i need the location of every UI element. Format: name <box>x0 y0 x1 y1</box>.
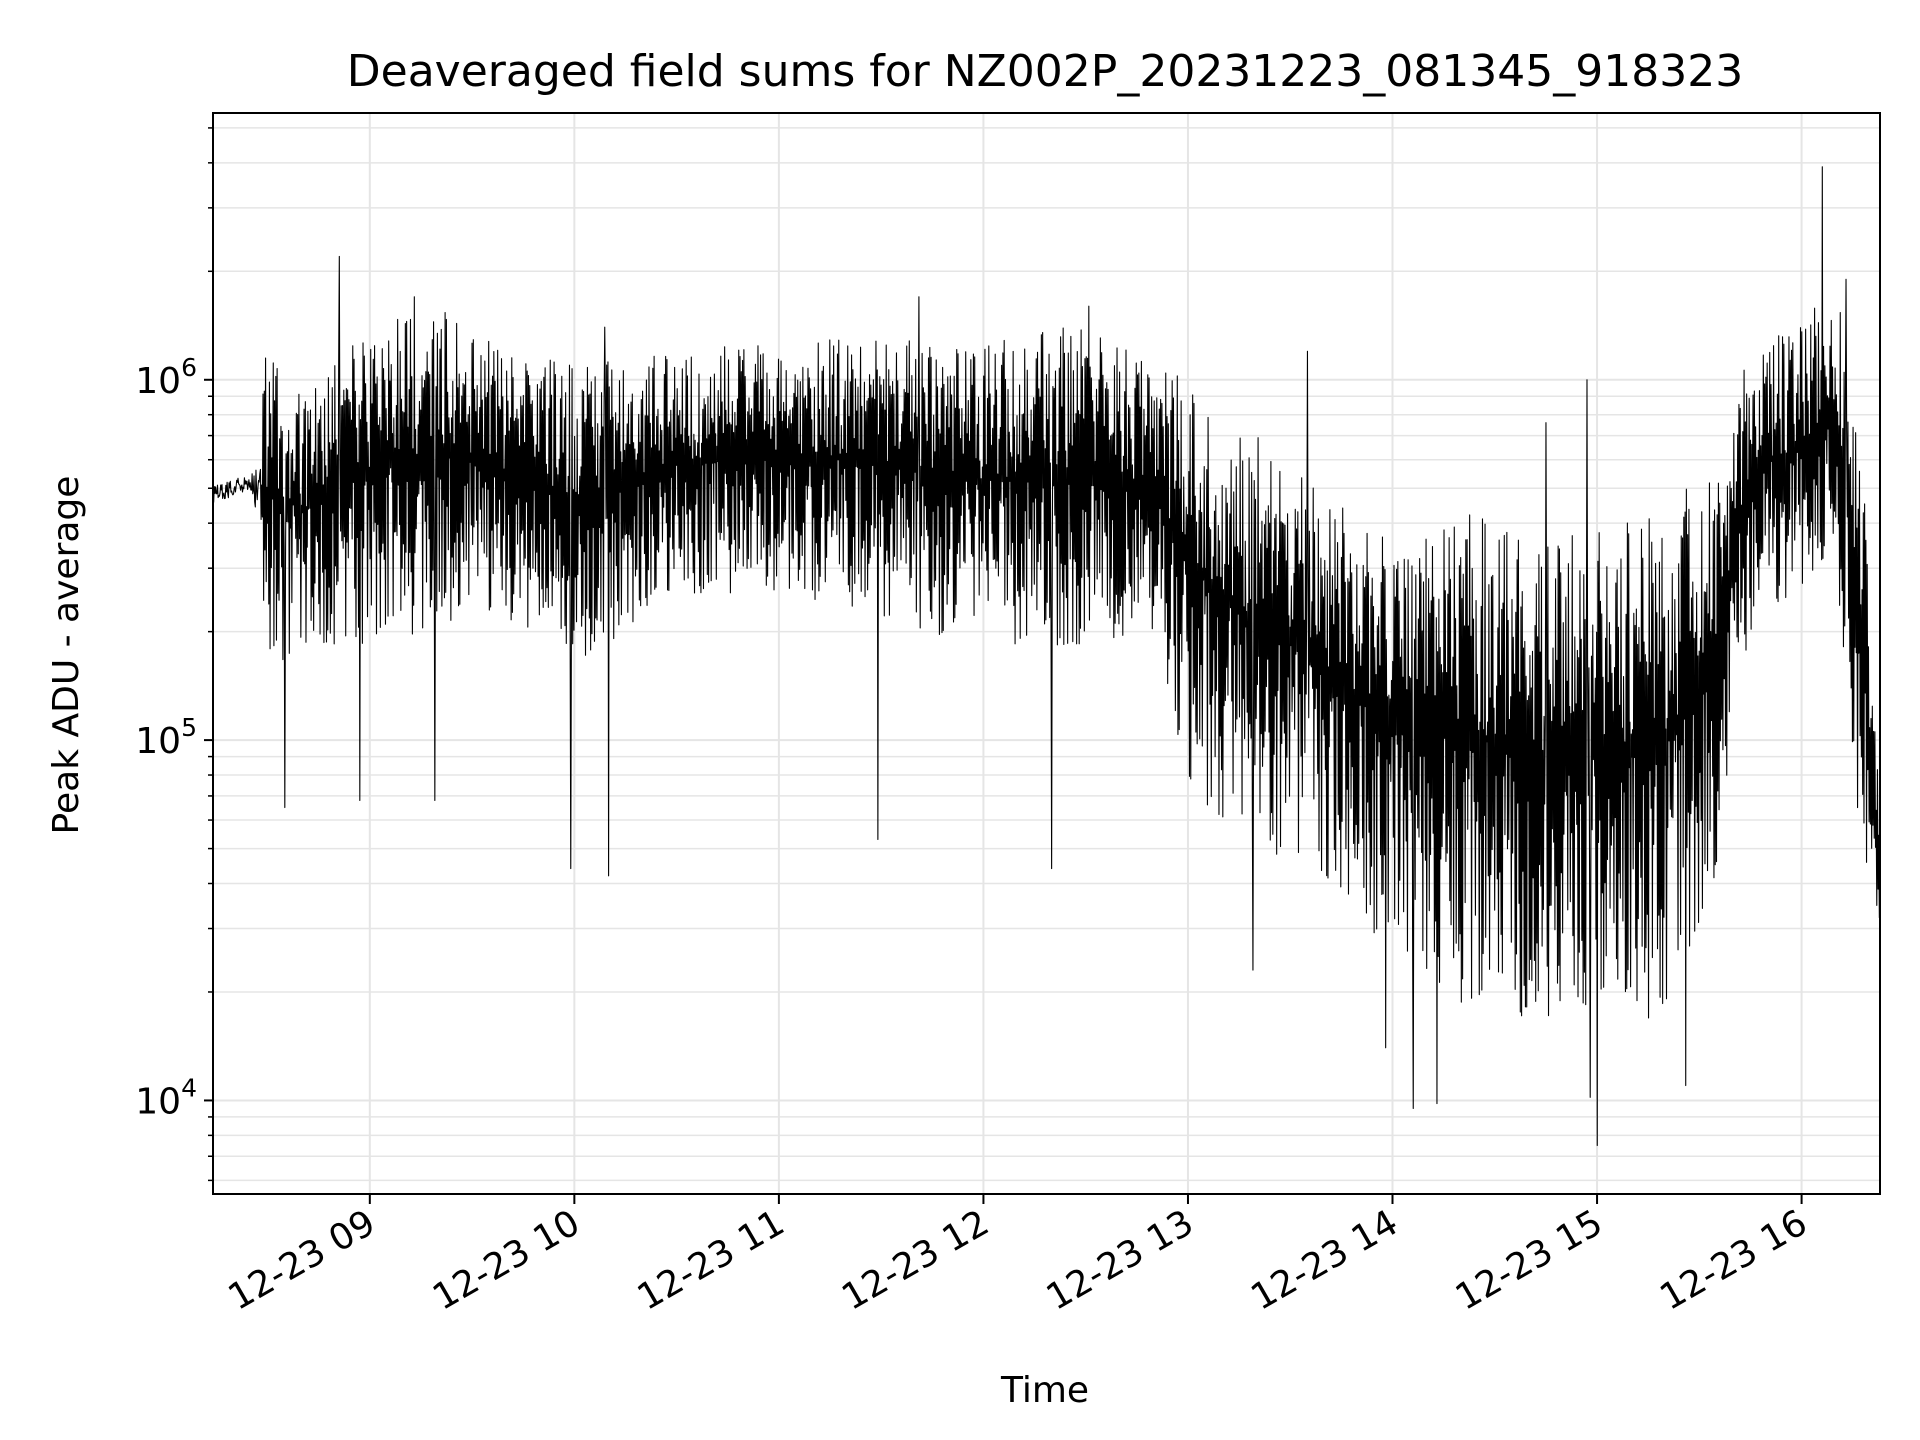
y-axis-label: Peak ADU - average <box>46 476 87 835</box>
y-tick-label: 106 <box>135 353 197 402</box>
x-axis-label: Time <box>1000 1370 1089 1411</box>
chart-title: Deaveraged field sums for NZ002P_2023122… <box>347 46 1743 97</box>
series-line <box>212 166 1881 1147</box>
y-tick-label: 104 <box>135 1073 197 1122</box>
series-layer <box>212 166 1881 1147</box>
plot-frame <box>212 112 1881 1195</box>
y-tick-label: 105 <box>135 713 197 762</box>
